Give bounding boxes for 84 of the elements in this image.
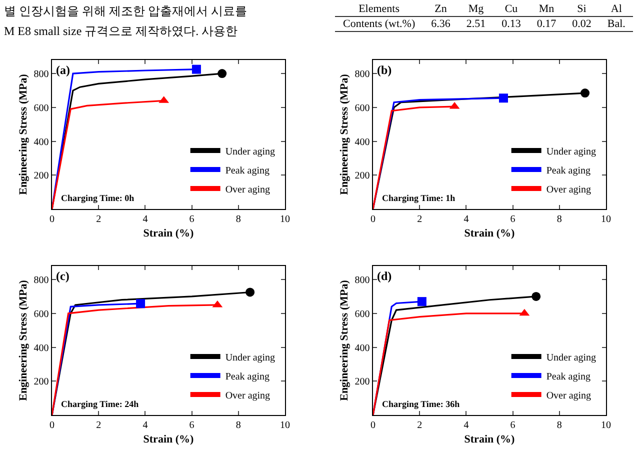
text: 0.13 [502, 18, 521, 30]
y-tick-label: 200 [354, 170, 370, 182]
y-tick-label: 800 [34, 275, 49, 286]
y-axis-title: Engineering Stress (MPa) [18, 74, 30, 195]
y-tick-label: 800 [34, 69, 49, 80]
annotation: Charging Time: 36h [382, 399, 460, 409]
category-label: Elements [335, 2, 424, 16]
y-tick-label: 400 [354, 342, 370, 354]
y-tick-label: 400 [34, 136, 49, 148]
y-tick-label: 200 [34, 376, 49, 388]
y-tick-label: 800 [354, 69, 370, 80]
x-tick-label: 0 [370, 420, 376, 432]
x-tick-label: 4 [142, 420, 148, 432]
x-tick-label: 8 [556, 420, 562, 432]
legend-label: Peak aging [225, 371, 270, 382]
annotation: Charging Time: 0h [61, 193, 134, 203]
legend-label: Peak aging [546, 371, 590, 382]
text: 0.02 [572, 18, 592, 30]
x-tick-label: 6 [189, 214, 194, 226]
x-tick-label: 6 [189, 420, 194, 432]
x-tick-label: 0 [50, 214, 54, 226]
text: Bal. [607, 18, 626, 30]
category-label: Si [564, 2, 600, 16]
x-tick-label: 4 [464, 420, 469, 432]
legend-label: Peak aging [546, 165, 590, 176]
x-axis-title: Strain (%) [143, 227, 194, 240]
y-tick-label: 800 [354, 275, 370, 286]
x-axis-title: Strain (%) [464, 227, 516, 240]
chart-title: (c) [56, 269, 70, 283]
text: 0.17 [536, 18, 556, 30]
text: Contents (wt.%) [343, 18, 416, 30]
x-tick-label: 10 [280, 214, 290, 226]
category-label: Al [599, 2, 634, 16]
x-tick-label: 0 [50, 420, 54, 432]
legend-label: Under aging [546, 352, 596, 364]
text: 6.36 [431, 18, 450, 30]
legend-label: Over aging [225, 390, 270, 402]
x-tick-label: 10 [280, 420, 290, 432]
x-tick-label: 8 [556, 214, 562, 226]
y-axis-title: Engineering Stress (MPa) [338, 74, 351, 195]
x-tick-label: 4 [142, 214, 148, 226]
chart-title: (a) [56, 63, 70, 77]
y-axis-title: Engineering Stress (MPa) [338, 280, 351, 401]
y-tick-label: 400 [34, 342, 49, 354]
y-tick-label: 400 [354, 136, 370, 148]
chart-title: (b) [377, 63, 392, 77]
legend-label: Over aging [546, 184, 592, 196]
category-label: Mg [458, 2, 494, 16]
y-tick-label: 200 [354, 376, 370, 388]
legend-label: Under aging [225, 146, 276, 158]
text: 2.51 [466, 18, 486, 30]
y-axis-title: Engineering Stress (MPa) [18, 280, 30, 401]
x-tick-label: 2 [96, 420, 102, 432]
y-tick-label: 200 [34, 170, 49, 182]
text: 별 인장시험을 위해 제조한 압출재에서 시료를 [4, 3, 248, 20]
category-label: Cu [494, 2, 529, 16]
x-tick-label: 2 [96, 214, 102, 226]
y-tick-label: 600 [354, 308, 370, 320]
legend-label: Peak aging [225, 165, 270, 176]
x-axis-title: Strain (%) [464, 433, 516, 446]
legend-label: Under aging [546, 146, 596, 158]
x-tick-label: 8 [236, 214, 241, 226]
annotation: Charging Time: 1h [382, 193, 456, 203]
x-axis-title: Strain (%) [143, 433, 194, 446]
legend-label: Over aging [225, 184, 270, 196]
annotation: Charging Time: 24h [61, 399, 139, 409]
y-tick-label: 600 [34, 102, 49, 114]
legend-label: Over aging [546, 390, 592, 402]
x-tick-label: 6 [510, 214, 516, 226]
y-tick-label: 600 [354, 102, 370, 114]
x-tick-label: 2 [417, 214, 422, 226]
x-tick-label: 10 [601, 214, 611, 226]
y-tick-label: 600 [34, 308, 49, 320]
x-tick-label: 8 [236, 420, 241, 432]
x-tick-label: 4 [464, 214, 469, 226]
x-tick-label: 10 [601, 420, 611, 432]
legend-label: Under aging [225, 352, 276, 364]
x-tick-label: 0 [370, 214, 376, 226]
x-tick-label: 2 [417, 420, 422, 432]
category-label: Mn [528, 2, 564, 16]
text: M E8 small size 규격으로 제작하였다. 사용한 [4, 23, 239, 40]
chart-title: (d) [377, 269, 392, 283]
category-label: Zn [423, 2, 458, 16]
x-tick-label: 6 [510, 420, 516, 432]
